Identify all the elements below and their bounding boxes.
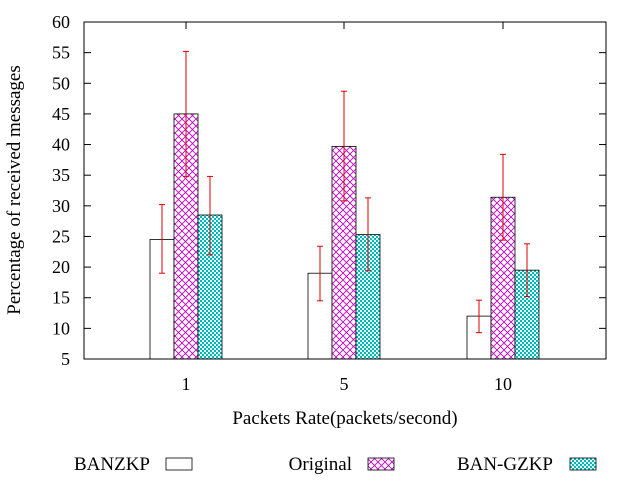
legend-swatch — [569, 457, 597, 471]
legend-item: BANZKP — [74, 454, 193, 475]
y-tick-label: 60 — [52, 12, 70, 32]
y-tick-label: 5 — [61, 349, 70, 369]
legend-label: BAN-GZKP — [457, 454, 553, 475]
bars-layer — [149, 113, 540, 360]
x-axis-title: Packets Rate(packets/second) — [232, 408, 457, 429]
legend-item: BAN-GZKP — [457, 454, 597, 475]
y-tick-label: 35 — [52, 165, 70, 185]
x-tick-label: 5 — [340, 374, 349, 394]
y-tick-label: 45 — [52, 104, 70, 124]
error-bar — [317, 245, 323, 302]
error-bar — [159, 204, 165, 274]
error-bar — [524, 243, 530, 298]
y-tick-label: 25 — [52, 226, 70, 246]
x-tick-label: 1 — [182, 374, 191, 394]
error-bar — [500, 153, 506, 241]
y-tick-label: 55 — [52, 43, 70, 63]
error-bar — [476, 299, 482, 334]
legend-label: Original — [289, 454, 352, 475]
legend-item: Original — [289, 454, 395, 475]
error-bar — [341, 90, 347, 202]
y-tick-label: 10 — [52, 318, 70, 338]
legend-label: BANZKP — [74, 454, 150, 475]
y-tick-label: 50 — [52, 73, 70, 93]
y-tick-label: 15 — [52, 288, 70, 308]
y-axis-ticks: 5 10 15 20 25 30 35 40 45 50 55 60 — [52, 12, 606, 369]
legend-swatch — [367, 457, 395, 471]
y-tick-label: 20 — [52, 257, 70, 277]
y-axis-title: Percentage of received messages — [4, 65, 25, 315]
y-tick-label: 30 — [52, 196, 70, 216]
plot-frame — [83, 21, 607, 360]
error-bar — [207, 175, 213, 256]
error-bar — [183, 50, 189, 177]
legend-swatch — [165, 457, 193, 471]
legend: BANZKP Original BAN-GZKP — [74, 454, 597, 475]
y-tick-label: 40 — [52, 135, 70, 155]
x-tick-label: 10 — [494, 374, 512, 394]
error-bar — [365, 197, 371, 272]
error-bars-layer — [159, 50, 530, 334]
